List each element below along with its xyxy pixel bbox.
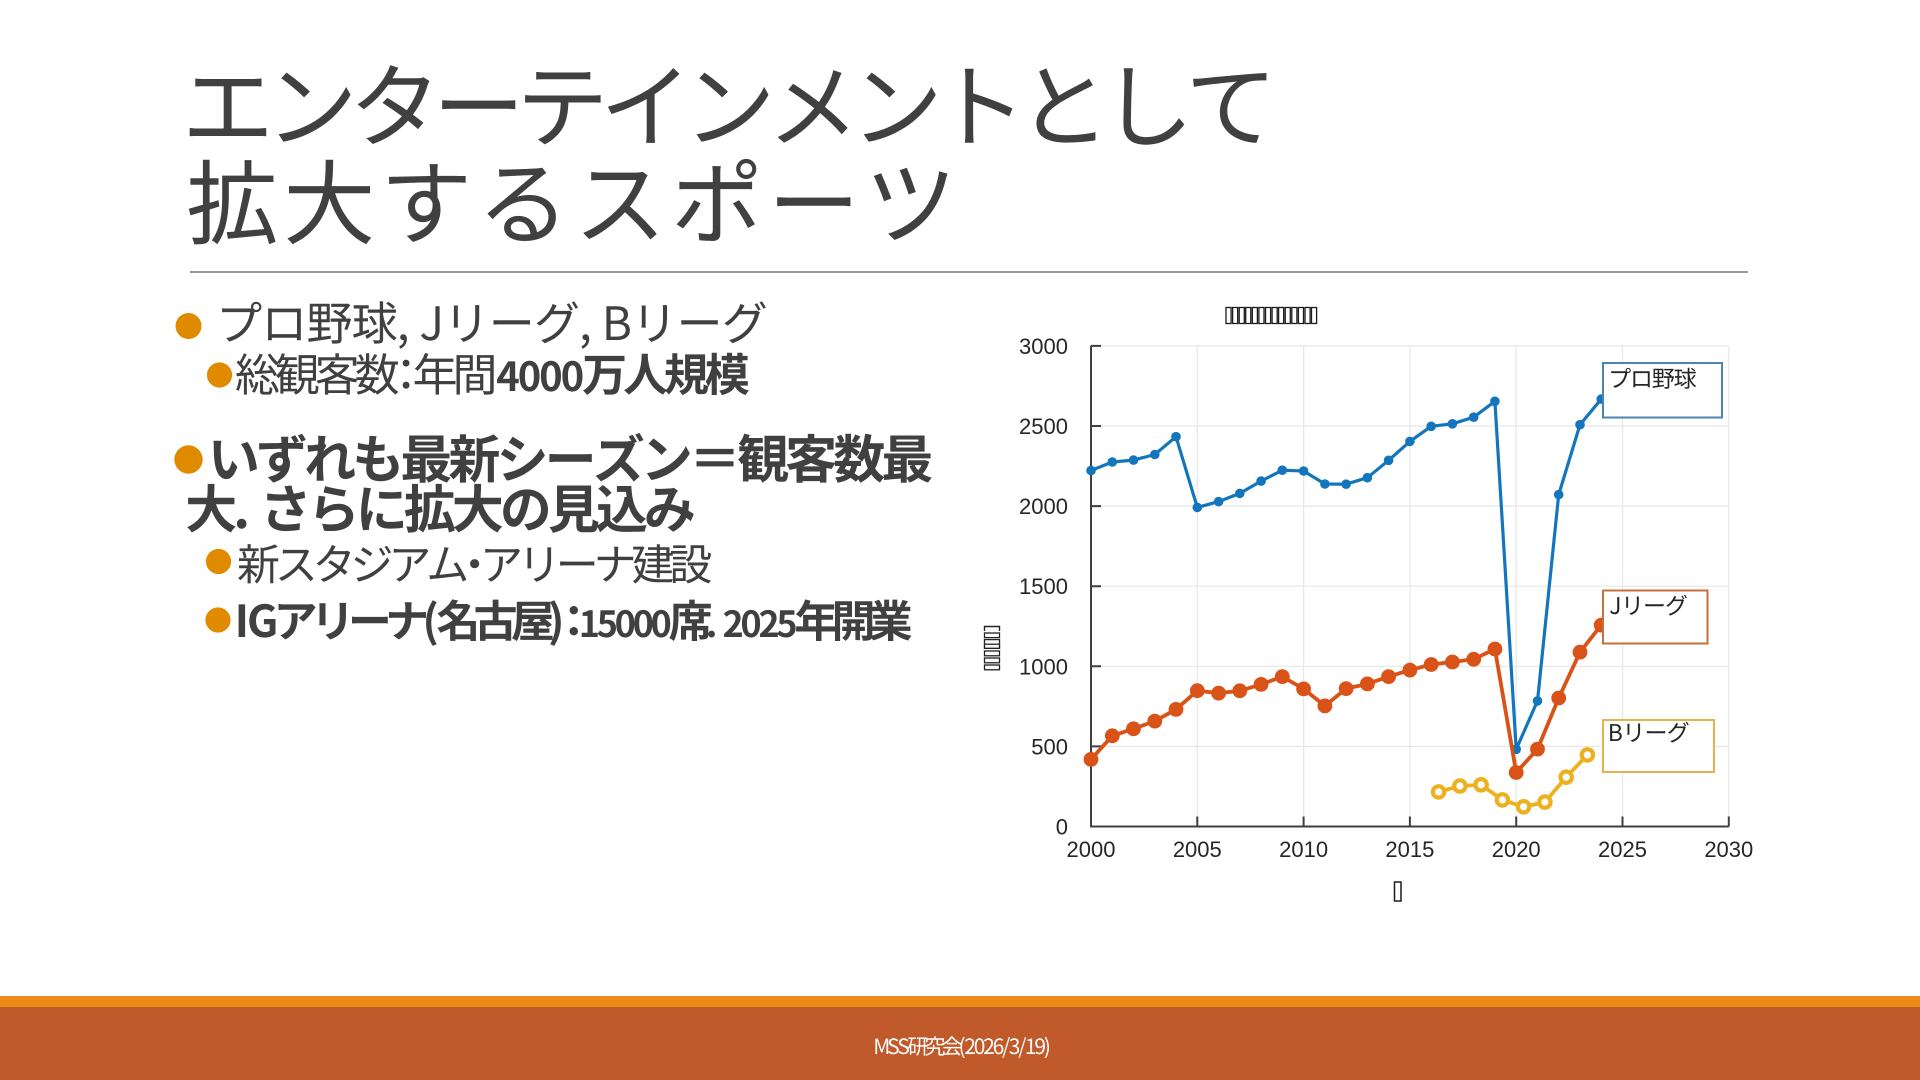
svg-text:0: 0 bbox=[1056, 815, 1068, 840]
svg-text:3000: 3000 bbox=[1019, 334, 1068, 359]
svg-text:2000: 2000 bbox=[1067, 837, 1116, 862]
svg-text:1000: 1000 bbox=[1019, 654, 1068, 679]
svg-text:2025: 2025 bbox=[1598, 837, 1647, 862]
svg-text:2020: 2020 bbox=[1492, 837, 1541, 862]
svg-text:1500: 1500 bbox=[1019, 574, 1068, 599]
svg-text:2500: 2500 bbox=[1019, 414, 1068, 439]
svg-text:2000: 2000 bbox=[1019, 494, 1068, 519]
svg-text:2015: 2015 bbox=[1385, 837, 1434, 862]
svg-text:500: 500 bbox=[1031, 734, 1068, 759]
svg-text:2030: 2030 bbox=[1704, 837, 1753, 862]
svg-text:2005: 2005 bbox=[1173, 837, 1222, 862]
svg-text:2010: 2010 bbox=[1279, 837, 1328, 862]
